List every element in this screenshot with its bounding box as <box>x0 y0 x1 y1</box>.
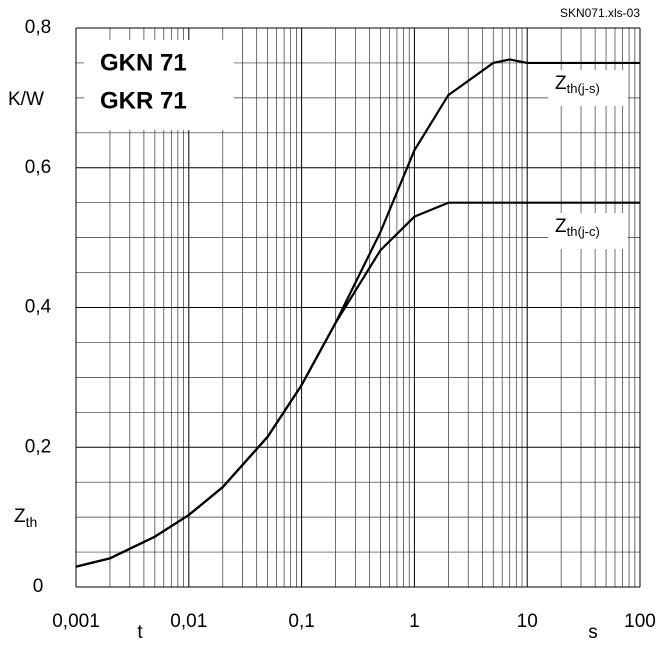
label-boxes <box>84 40 628 249</box>
y-tick-label: 0,4 <box>25 297 52 318</box>
file-label: SKN071.xls-03 <box>560 6 640 20</box>
x-tick-label: 0,01 <box>170 611 207 632</box>
legend-box <box>548 213 628 249</box>
y-tick-label: 0,6 <box>25 157 51 178</box>
x-tick-label: 0,1 <box>288 611 314 632</box>
x-axis-label: t <box>137 622 143 643</box>
title-box <box>84 40 234 130</box>
y-tick-label: 0 <box>33 576 44 597</box>
chart-title: GKN 71 <box>100 49 187 76</box>
legend-box <box>548 70 628 106</box>
legend-entry: Zth(j-c) <box>555 216 600 239</box>
x-tick-label: 100 <box>624 611 656 632</box>
chart-title: GKR 71 <box>100 87 187 114</box>
x-unit: s <box>588 622 598 643</box>
y-tick-label: 0,2 <box>25 436 51 457</box>
y-tick-label: 0,8 <box>25 17 51 38</box>
y-unit: K/W <box>8 89 44 110</box>
x-tick-label: 10 <box>517 611 538 632</box>
x-tick-label: 0,001 <box>52 611 100 632</box>
y-axis-label: Zth <box>14 506 37 530</box>
x-tick-label: 1 <box>409 611 420 632</box>
legend-entry: Zth(j-s) <box>555 73 600 96</box>
data-line <box>75 201 640 568</box>
